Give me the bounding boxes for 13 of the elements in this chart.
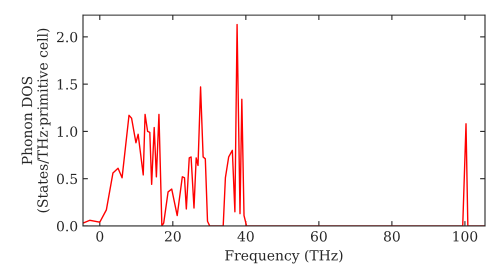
y-tick-label: 2.0	[56, 32, 78, 42]
y-tick-label: 1.0	[58, 126, 78, 137]
y-tick-label: 0.0	[56, 220, 78, 232]
y-tick-label: 0.5	[56, 174, 78, 184]
x-tick-label: 0	[96, 231, 104, 242]
y-tick-label: 1.5	[58, 79, 78, 90]
x-tick-label: 20	[164, 231, 181, 242]
x-tick-label: 60	[310, 231, 327, 242]
x-tick-label: 80	[384, 231, 400, 242]
x-tick-label: 40	[237, 231, 254, 242]
x-tick-label: 100	[453, 231, 478, 242]
y-axis-title: Phonon DOS (States/THz·primitive cell)	[22, 28, 50, 212]
x-axis-title: Frequency (THz)	[225, 250, 342, 264]
